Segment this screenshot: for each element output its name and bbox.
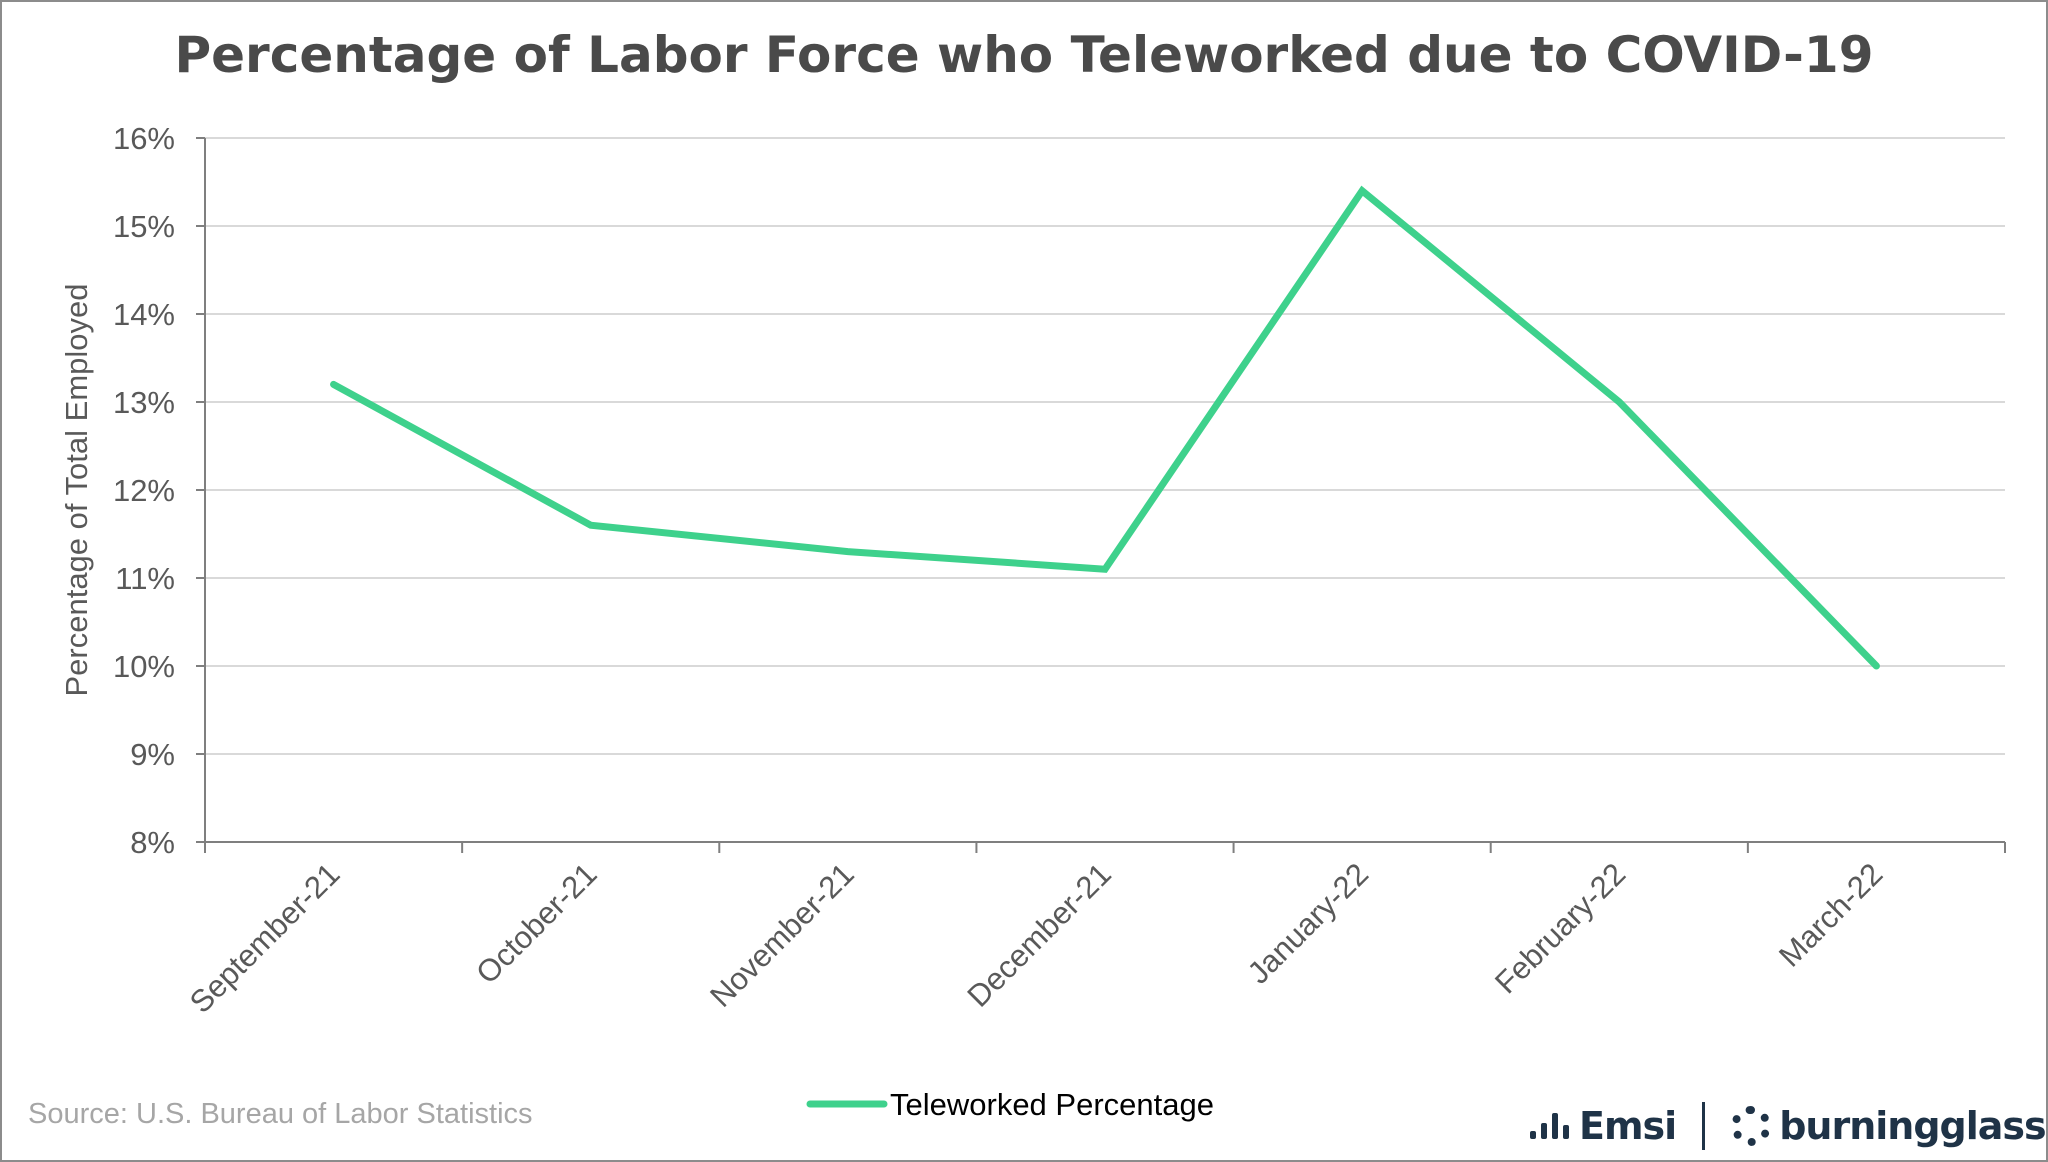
axes [196,137,2006,853]
y-tick-label: 12% [113,473,175,508]
y-tick-label: 14% [113,297,175,332]
x-tick-label: March-22 [1772,856,1889,973]
x-tick-labels: September-21 October-21 November-21 Decembe… [183,856,1890,1020]
y-tick-label: 15% [113,209,175,244]
y-tick-label: 16% [113,121,175,156]
data-point [587,522,594,529]
y-tick-label: 13% [113,385,175,420]
data-point [330,381,337,388]
series-line [330,185,1880,670]
x-tick-label: December-21 [960,856,1118,1014]
logo-divider [1702,1102,1706,1150]
grid-lines [205,137,2005,755]
series-lines [330,185,1880,670]
chart-title: Percentage of Labor Force who Teleworked… [174,26,1874,84]
x-tick-label: February-22 [1488,856,1632,1000]
x-tick-label: November-21 [703,856,861,1014]
burningglass-logo-icon [1731,1106,1772,1146]
logos: Emsi burningglass [1530,1096,2047,1156]
y-tick-label: 10% [113,649,175,684]
y-axis-label: Percentage of Total Employed [59,283,94,696]
y-tick-label: 8% [130,825,175,860]
emsi-logo-text: Emsi [1579,1104,1677,1148]
burningglass-logo-text: burningglass [1779,1104,2046,1148]
y-tick-labels: 8% 9% 10% 11% 12% 13% 14% 15% 16% [113,121,175,860]
y-tick-label: 11% [115,561,175,596]
emsi-logo-icon [1530,1113,1569,1139]
x-tick-label: January-22 [1241,856,1375,990]
data-point [1102,566,1108,573]
data-point [1873,663,1880,669]
x-tick-label: October-21 [469,856,603,990]
data-point [1616,399,1623,405]
y-tick-label: 9% [130,737,175,772]
x-tick-label: September-21 [183,856,347,1020]
legend: Teleworked Percentage [806,1087,1214,1122]
data-point [844,548,851,555]
data-point [1359,187,1366,194]
source-note: Source: U.S. Bureau of Labor Statistics [28,1098,533,1130]
legend-label: Teleworked Percentage [890,1087,1214,1122]
